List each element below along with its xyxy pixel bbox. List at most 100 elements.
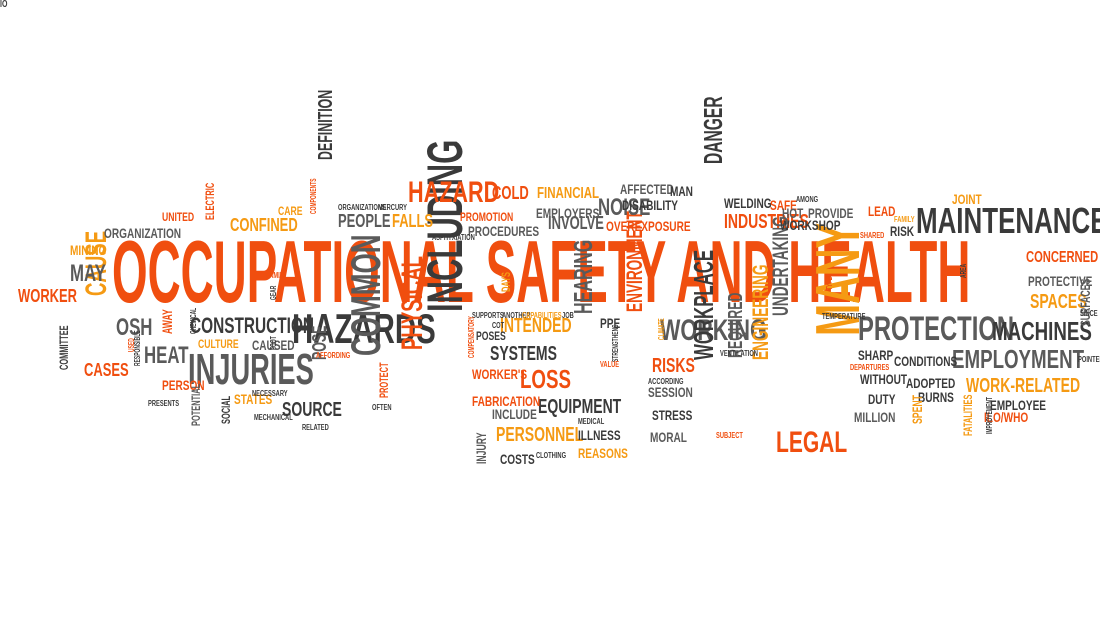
word-value: VALUE [600,360,620,369]
word-osh: OSH [116,314,153,341]
word-committee: COMMITTEE [57,325,71,370]
word-departures: DEPARTURES [850,363,890,372]
word-session: SESSION [648,384,693,400]
word-conditions: CONDITIONS [894,353,958,369]
word-among: AMONG [796,195,819,204]
word-hearing: HEARING [568,239,598,314]
word-occupational-safety-and-health: OCCUPATIONAL SAFETY AND HEALTH [112,222,971,321]
word-heat: HEAT [144,342,189,369]
word-electric: ELECTRIC [203,182,217,220]
word-protection: PROTECTION [858,310,1015,348]
word-culture: CULTURE [198,337,239,351]
word-poses: POSES [476,329,506,343]
word-source: SOURCE [282,399,342,421]
word-mechanical: MECHANICAL [254,413,293,422]
word-personnel: PERSONNEL [496,424,584,446]
word-pointed: POINTED [1078,355,1100,364]
word-workplace: WORKPLACE [688,249,719,360]
word-reasons: REASONS [578,445,628,461]
word-ventilation: VENTILATION [720,349,758,358]
word-protect: PROTECT [377,362,391,398]
word-financial: FINANCIAL [537,185,600,202]
word-strengthens: STRENGTHENS [611,324,620,362]
word-foot: FOOT [269,336,278,350]
word-duty: DUTY [868,391,896,407]
word-confined: CONFINED [230,215,298,235]
word-away: AWAY [159,309,175,334]
word-include: INCLUDE [492,406,537,422]
word-common: COMMON [342,234,389,356]
word-machines: MACHINES [992,316,1092,346]
word-falls: FALLS [392,211,434,231]
word-provide: PROVIDE [808,205,854,221]
word-spent: SPENT [909,395,925,424]
word-mercury: MERCURY [378,203,407,212]
word-intended: INTENDED [500,315,572,337]
word-fabrication: FABRICATION [472,393,541,409]
word-gear: GEAR [269,285,278,300]
word-types: TYPES [825,273,834,290]
word-united: UNITED [162,210,195,224]
word-job: JOB [562,311,574,320]
word-capabilities: CAPABILITIES [522,311,562,320]
word-employee: EMPLOYEE [990,397,1047,413]
word-physical: PHYSICAL [396,255,429,350]
word-loss: LOSS [520,364,571,394]
word-may: MAY [70,260,106,287]
word-definition: DEFINITION [315,89,337,160]
word-improvement: IMPROVEMENT [985,397,994,434]
word-promotion: PROMOTION [460,210,514,224]
word-systems: SYSTEMS [490,343,557,365]
word-concerned: CONCERNED [1026,249,1099,266]
word-hazard: HAZARD [408,176,500,209]
word-organization: ORGANIZATION [104,225,182,241]
word-work-related: WORK-RELATED [966,375,1081,397]
word-potential: POTENTIAL [189,383,203,426]
word-costs: COSTS [500,451,535,467]
word-according: ACCORDING [648,377,684,386]
word-worker: WORKER [18,286,78,306]
word-family: FAMILY [894,215,915,224]
word-states: STATES [234,391,273,407]
word-clothing: CLOTHING [536,451,567,460]
word-surfaces: SURFACES [1077,278,1093,326]
word-cold: COLD [492,183,529,203]
word-sharp: SHARP [858,347,894,363]
word-organizations: ORGANIZATIONS [338,203,386,212]
word-burns: BURNS [918,389,954,405]
word-climate: CLIMATE [657,318,666,340]
word-compensatory: COMPENSATORY [467,316,476,358]
word-necessary: NECESSARY [252,389,288,398]
word-man: MAN [670,183,693,199]
word-risk: RISK [890,223,915,239]
word-injury: INJURY [473,432,489,464]
word-subject: SUBJECT [716,431,743,440]
word-person: PERSON [162,377,205,393]
word-disability: DISABILITY [622,197,679,213]
word-protective: PROTECTIVE [1028,273,1093,289]
word-often: OFTEN [372,403,392,412]
word-supports: SUPPORTS [472,311,504,320]
word-social: SOCIAL [219,395,233,424]
word-affected: AFFECTED [620,181,674,197]
word-cot: COT [492,321,505,330]
word-mining: MINING [70,242,107,258]
word-noise: NOISE [598,194,651,221]
word-adopted: ADOPTED [906,375,956,391]
word-maintenance: MAINTENANCE [916,200,1100,241]
word-hot: HOT [782,205,804,221]
word-construction: CONSTRUCTION [190,313,315,338]
word-since: SINCE [1080,309,1098,318]
word-spaces: SPACES [1030,291,1087,313]
word-involve: INVOLVE [548,213,604,233]
word-hazards: HAZARDS [292,305,436,352]
word-stress: STRESS [652,407,693,423]
word-worker-s: WORKER'S [472,366,528,382]
word-illness: ILLNESS [578,427,621,443]
word-workshop: WORKSHOP [780,217,841,233]
word-caused: CAUSED [252,337,295,353]
word-asphyxiation: ASPHYXIATION [432,233,475,242]
word-employment: EMPLOYMENT [952,344,1085,374]
word-components: COMPONENTS [309,178,318,214]
